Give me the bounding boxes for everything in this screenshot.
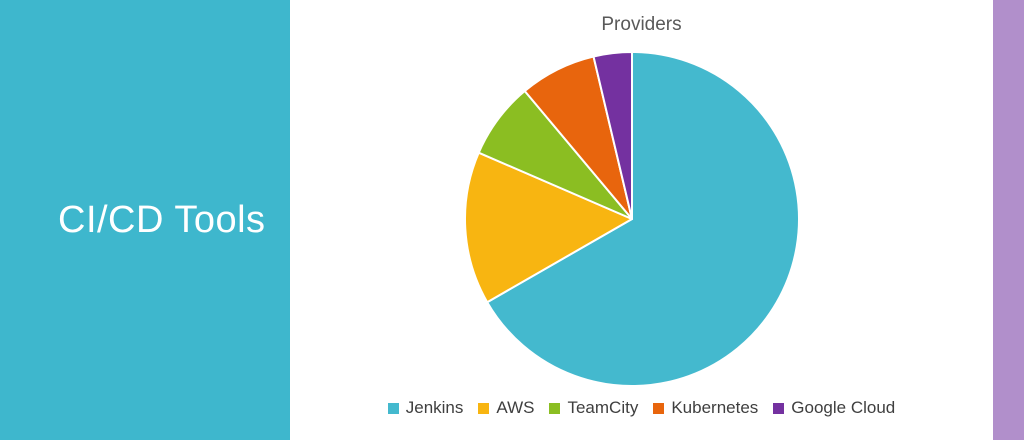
- legend-label-aws: AWS: [496, 398, 535, 417]
- chart-area: Providers Jenkins AWS TeamCity Kubernete…: [290, 0, 993, 440]
- legend-swatch-kubernetes: [653, 402, 665, 414]
- pie-slice-aws: [464, 151, 633, 304]
- sidebar-panel: CI/CD Tools: [0, 0, 290, 440]
- chart-title: Providers: [601, 14, 682, 35]
- legend-item-aws: AWS: [478, 398, 534, 418]
- legend-swatch-aws: [478, 402, 490, 414]
- pie-slice-google-cloud: [592, 51, 633, 220]
- accent-strip: [993, 0, 1024, 440]
- legend-label-google-cloud: Google Cloud: [791, 398, 896, 417]
- chart-legend: Jenkins AWS TeamCity Kubernetes Google C…: [290, 398, 993, 418]
- legend-swatch-teamcity: [549, 402, 561, 414]
- legend-label-teamcity: TeamCity: [567, 398, 639, 417]
- legend-item-google-cloud: Google Cloud: [773, 398, 895, 418]
- pie-chart-svg: [464, 51, 800, 387]
- legend-swatch-jenkins: [387, 402, 399, 414]
- legend-label-jenkins: Jenkins: [405, 398, 464, 417]
- pie-chart: [462, 49, 802, 389]
- pie-slice-jenkins: [486, 51, 800, 387]
- legend-item-jenkins: Jenkins: [387, 398, 464, 418]
- legend-item-kubernetes: Kubernetes: [653, 398, 758, 418]
- legend-swatch-google-cloud: [773, 402, 785, 414]
- legend-label-kubernetes: Kubernetes: [671, 398, 759, 417]
- legend-item-teamcity: TeamCity: [549, 398, 638, 418]
- slide-title: CI/CD Tools: [58, 198, 266, 241]
